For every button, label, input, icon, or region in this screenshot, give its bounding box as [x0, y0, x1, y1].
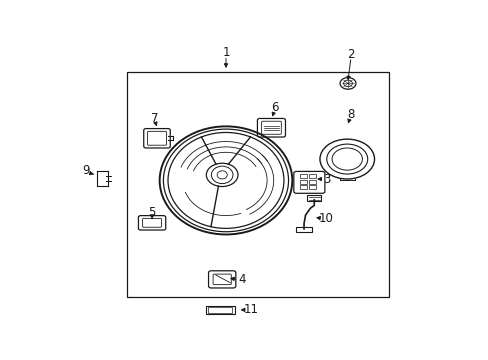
- Bar: [300, 174, 306, 178]
- Bar: [296, 227, 311, 232]
- Text: 9: 9: [82, 164, 89, 177]
- Bar: [306, 195, 321, 202]
- Text: 1: 1: [222, 46, 229, 59]
- Bar: [300, 185, 306, 189]
- Bar: [208, 307, 232, 312]
- Bar: [300, 180, 306, 184]
- Bar: [309, 174, 316, 178]
- Text: 2: 2: [346, 48, 354, 61]
- Text: 10: 10: [318, 212, 333, 225]
- Bar: [309, 180, 316, 184]
- Text: 5: 5: [148, 206, 156, 219]
- Text: 3: 3: [322, 172, 329, 185]
- Text: 11: 11: [244, 303, 258, 316]
- Text: 4: 4: [238, 273, 245, 286]
- Bar: [127, 72, 388, 297]
- Text: 7: 7: [151, 112, 159, 125]
- Bar: [205, 306, 234, 314]
- Bar: [309, 185, 316, 189]
- Text: 6: 6: [270, 101, 278, 114]
- Text: 8: 8: [346, 108, 354, 121]
